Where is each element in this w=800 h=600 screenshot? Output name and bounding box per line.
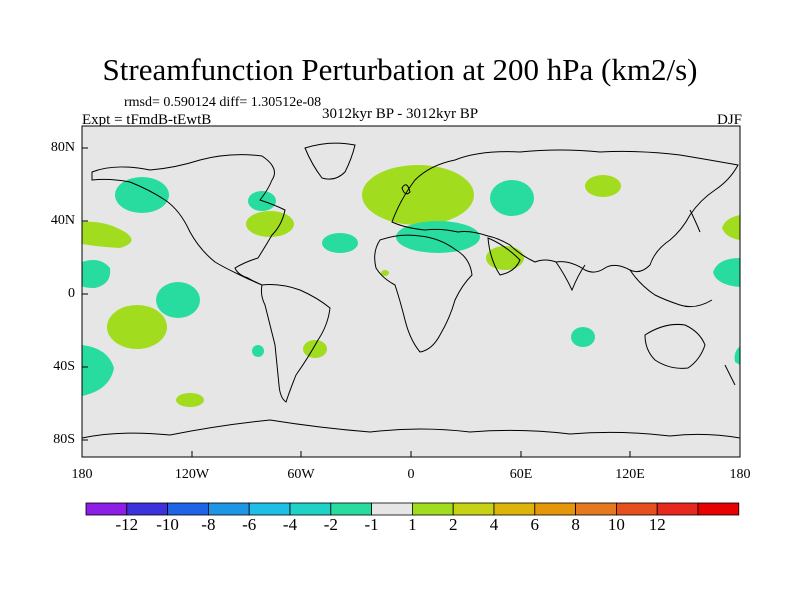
coast-antarctica [81, 419, 741, 439]
colorbar-label: -6 [242, 515, 257, 534]
colorbar-label: -8 [201, 515, 216, 534]
colorbar-label: 2 [448, 515, 458, 534]
coast-africa [374, 234, 473, 353]
anomaly-tropical-pacific [82, 260, 111, 288]
anomaly-se-pacific-small [252, 345, 264, 357]
anomaly-south-america-coast [303, 340, 327, 358]
coast-south-america [260, 284, 331, 403]
coast-arabia [487, 237, 521, 276]
anomaly-eq-east-pacific [156, 282, 200, 318]
coast-se-asia [629, 269, 713, 308]
coast-japan [689, 209, 701, 233]
colorbar-box [330, 502, 372, 516]
colorbar-box [656, 502, 699, 516]
colorbar-box [411, 502, 454, 516]
colorbar-box [371, 502, 413, 516]
colorbar-label: -4 [282, 515, 298, 534]
y-tick-label: 40S [53, 359, 75, 374]
anomaly-indian-ocean [571, 327, 595, 347]
y-tick-label: 40N [50, 213, 75, 228]
anomaly-se-pacific-right [734, 346, 740, 365]
anomaly-nw-pacific-edge [722, 215, 740, 240]
anomaly-central-asia [585, 175, 621, 197]
coast-greenland [304, 142, 356, 180]
colorbar-box [452, 502, 495, 516]
anomaly-west-africa-small [381, 270, 389, 276]
colorbar-label: 1 [408, 515, 417, 534]
y-tick-label: 80N [50, 140, 75, 155]
colorbar-box [534, 502, 576, 516]
colorbar-box [248, 502, 291, 516]
colorbar-label: 6 [530, 515, 540, 534]
colorbar-label: -1 [364, 515, 379, 534]
anomaly-north-atlantic [362, 165, 474, 225]
x-tick-label: 60E [509, 467, 533, 482]
colorbar-box [126, 502, 169, 516]
anomaly-black-sea [490, 180, 534, 216]
colorbar-label: 10 [607, 515, 625, 534]
colorbar-box [207, 502, 250, 516]
anomaly-south-pacific [107, 305, 167, 349]
x-tick-label: 180 [71, 467, 93, 482]
colorbar-box [167, 502, 209, 516]
chart-title: Streamfunction Perturbation at 200 hPa (… [102, 52, 698, 87]
stats-label: rmsd= 0.590124 diff= 1.30512e-08 [124, 95, 322, 110]
anomaly-east-north-america [246, 211, 294, 237]
colorbar [85, 502, 740, 516]
coast-north-america [91, 154, 286, 286]
colorbar-label: -10 [156, 515, 179, 534]
coastlines [81, 142, 741, 439]
x-tick-label: 0 [407, 467, 415, 482]
anomaly-central-atlantic [322, 233, 358, 253]
colorbar-label: 12 [648, 515, 666, 534]
colorbar-box [493, 502, 536, 516]
anomaly-se-pacific-edge [82, 345, 114, 396]
colorbar-box [616, 502, 658, 516]
colorbar-label: -2 [323, 515, 338, 534]
colorbar-box [575, 502, 617, 516]
colorbar-box [85, 502, 128, 516]
anomaly-alaska [115, 177, 169, 213]
x-tick-label: 120W [174, 467, 210, 482]
anomaly-southern-ocean-pacific [176, 393, 204, 407]
anomaly-arabia [486, 246, 524, 270]
colorbar-label: 4 [489, 515, 499, 534]
coast-australia [644, 324, 706, 369]
coast-new-zealand [724, 364, 736, 386]
axis-ticks [81, 147, 741, 457]
anomaly-ne-pacific-subtropic [82, 221, 132, 248]
coast-eurasia [391, 149, 739, 273]
center-label: 3012kyr BP - 3012kyr BP [322, 106, 479, 122]
season-label: DJF [716, 112, 742, 128]
y-tick-label: 0 [68, 286, 75, 301]
colorbar-box [697, 502, 740, 516]
colorbar-box [289, 502, 332, 516]
colorbar-label: 8 [571, 515, 580, 534]
anomaly-mediterranean [396, 221, 480, 253]
colorbar-label: -12 [115, 515, 139, 534]
coast-india [555, 261, 586, 292]
experiment-label: Expt = tFmdB-tEwtB [82, 112, 212, 128]
x-tick-label: 180 [729, 467, 751, 482]
coast-uk [401, 184, 411, 195]
anomaly-west-pacific-edge [713, 258, 740, 287]
x-tick-label: 120E [615, 467, 645, 482]
y-tick-label: 80S [53, 432, 75, 447]
x-tick-label: 60W [287, 467, 315, 482]
